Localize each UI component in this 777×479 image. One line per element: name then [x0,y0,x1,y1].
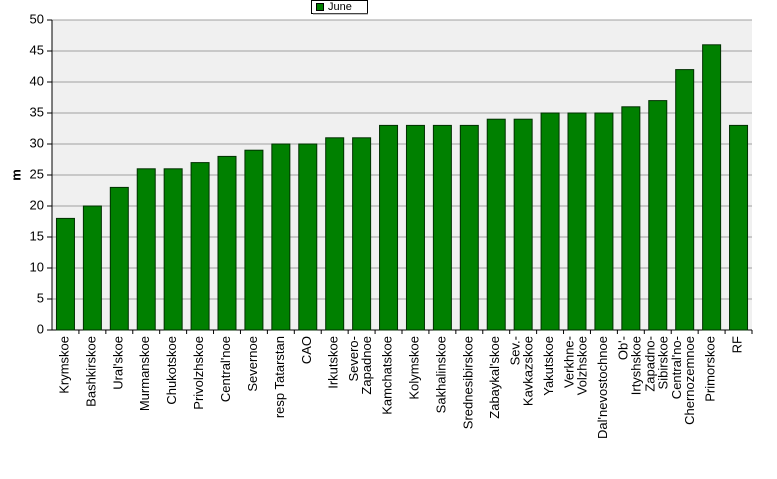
bar [244,149,264,331]
bar [567,112,587,331]
y-tick-label: 50 [30,11,44,26]
legend[interactable]: June [311,0,369,15]
y-tick-label: 40 [30,73,44,88]
bar [82,205,102,331]
x-tick-label: resp Tatarstan [272,336,287,418]
y-tick-label: 45 [30,42,44,57]
x-tick-label: Sakhalinskoe [434,336,449,413]
x-tick-label: Severo-Zapadnoe [347,336,375,395]
y-tick-label: 10 [30,259,44,274]
bar [109,186,129,331]
y-axis-label: m [8,169,23,181]
bar [217,155,237,331]
x-tick-label: Severnoe [245,336,260,392]
y-tick-label: 35 [30,104,44,119]
bar [163,168,183,331]
bar [729,124,749,331]
bar [136,168,156,331]
y-tick-label: 0 [37,321,44,336]
x-tick-label: Ob'-Irtyshskoe [616,336,644,395]
bar [459,124,479,331]
x-tick-label: Dal'nevostochnoe [595,336,610,439]
x-tick-label: Ural'skoe [111,336,126,390]
bar [432,124,452,331]
bar [298,143,318,331]
x-tick-label: Privolzhskoe [192,336,207,410]
bar [675,69,695,331]
x-tick-label: RF [730,336,745,353]
bar [352,137,372,331]
bar [379,124,399,331]
bar [405,124,425,331]
y-tick-label: 5 [37,290,44,305]
bar [621,106,641,331]
bar [271,143,291,331]
x-tick-label: Zapadno-Sibirskoe [643,336,671,392]
x-tick-label: Chukotskoe [165,336,180,405]
x-tick-label: Srednesibirskoe [461,336,476,429]
bar [702,44,722,331]
x-tick-label: Bashkirskoe [84,336,99,407]
x-tick-label: Sev.-Kavkazskoe [508,336,536,406]
y-tick-label: 30 [30,135,44,150]
bar [594,112,614,331]
bar [513,118,533,331]
x-tick-label: Kamchatskoe [380,336,395,415]
bar [486,118,506,331]
x-tick-label: Zabaykal'skoe [488,336,503,419]
x-tick-label: Central'no-Chernozemnoe [670,336,698,425]
legend-label: June [328,1,352,13]
bar [325,137,345,331]
legend-swatch [316,3,324,11]
x-tick-label: CAO [299,336,314,364]
y-tick-label: 20 [30,197,44,212]
bar [540,112,560,331]
x-tick-label: Primorskoe [703,336,718,402]
y-tick-label: 25 [30,166,44,181]
x-tick-label: Central'noe [218,336,233,402]
x-tick-label: Kolymskoe [407,336,422,400]
x-tick-label: Yakutskoe [542,336,557,396]
bar [190,162,210,331]
x-tick-label: Verkhne-Volzhskoe [562,336,590,395]
bar [55,217,75,331]
bar [648,100,668,331]
x-tick-label: Irkutskoe [326,336,341,389]
x-tick-label: Krymskoe [57,336,72,394]
y-tick-label: 15 [30,228,44,243]
x-tick-label: Murmanskoe [138,336,153,411]
